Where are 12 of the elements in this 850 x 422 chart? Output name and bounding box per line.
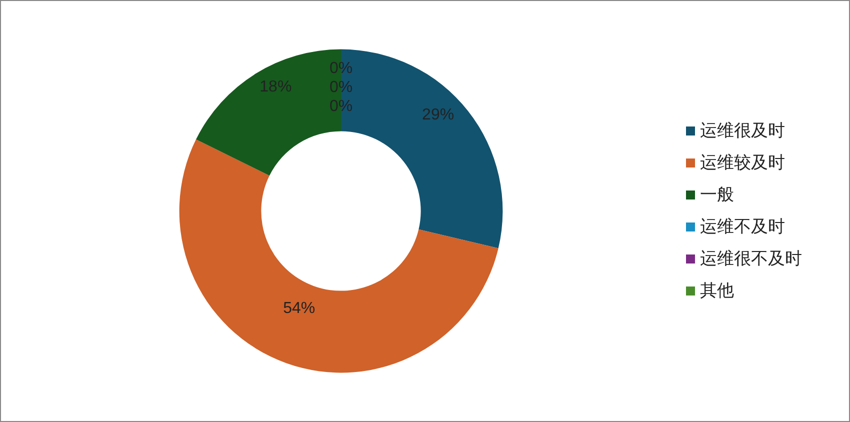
legend-label: 其他 [700, 281, 734, 301]
legend-label: 运维很不及时 [700, 249, 802, 269]
legend-label: 运维很及时 [700, 121, 785, 141]
legend-label: 运维不及时 [700, 217, 785, 237]
legend-label: 一般 [700, 185, 734, 205]
text: 0% [329, 98, 353, 115]
data-label: 54% [283, 300, 316, 317]
data-label: 29% [422, 106, 454, 124]
legend-label: 运维较及时 [700, 153, 785, 173]
text: 0% [329, 60, 353, 77]
text: 0% [329, 78, 353, 96]
data-label: 18% [260, 78, 292, 96]
